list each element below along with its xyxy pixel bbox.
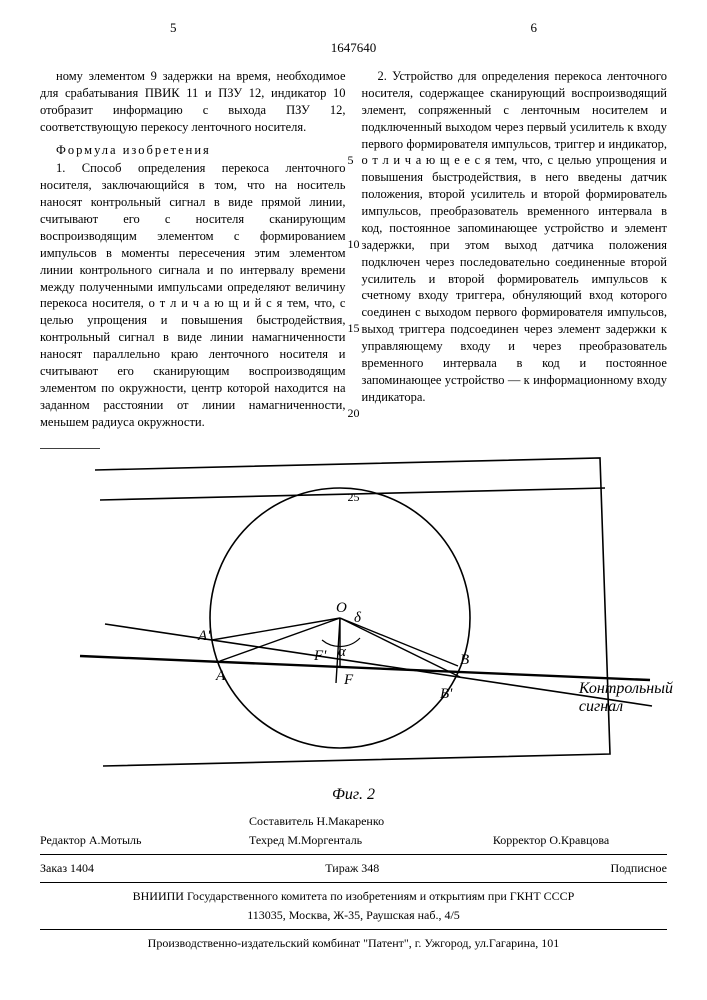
left-p1: ному элементом 9 задержки на время, необ… bbox=[40, 68, 346, 136]
org-name: ВНИИПИ Государственного комитета по изоб… bbox=[40, 887, 667, 906]
figure-2: O δ α A A' B B' F F' Контрольныйсигнал bbox=[40, 448, 667, 808]
label-Fprime: F' bbox=[313, 648, 327, 664]
line-number-gutter: 5 10 15 20 25 bbox=[348, 68, 360, 505]
tape-outline bbox=[95, 458, 610, 766]
techred: Техред М.Моргенталь bbox=[249, 833, 493, 848]
formula-title: Формула изобретения bbox=[40, 142, 346, 159]
label-B: B bbox=[460, 652, 469, 668]
label-delta: δ bbox=[354, 610, 362, 626]
left-p2: 1. Способ определения перекоса ленточног… bbox=[40, 160, 346, 430]
left-column: ному элементом 9 задержки на время, необ… bbox=[40, 68, 346, 430]
label-F: F bbox=[343, 672, 354, 688]
editor: Редактор А.Мотыль bbox=[40, 833, 249, 848]
tape-top-inner bbox=[100, 488, 605, 500]
right-p1: 2. Устройство для определения перекоса л… bbox=[362, 68, 668, 406]
page-num-right: 6 bbox=[531, 20, 538, 36]
radii-lines bbox=[212, 618, 460, 683]
subscription: Подписное bbox=[610, 861, 667, 876]
line-ref: 15 bbox=[348, 320, 360, 336]
compiler: Составитель Н.Макаренко bbox=[249, 814, 493, 829]
divider-1 bbox=[40, 854, 667, 855]
label-alpha: α bbox=[338, 644, 347, 660]
text-columns: ному элементом 9 задержки на время, необ… bbox=[40, 68, 667, 430]
page-num-left: 5 bbox=[170, 20, 177, 36]
divider-3 bbox=[40, 929, 667, 930]
patent-number: 1647640 bbox=[40, 40, 667, 56]
divider-2 bbox=[40, 882, 667, 883]
label-O: O bbox=[336, 600, 347, 616]
control-signal-label: Контрольныйсигнал bbox=[579, 680, 673, 715]
line-ref: 20 bbox=[348, 405, 360, 421]
line-ref: 5 bbox=[348, 152, 360, 168]
producer: Производственно-издательский комбинат "П… bbox=[40, 934, 667, 953]
tirage: Тираж 348 bbox=[325, 861, 379, 876]
label-A: A bbox=[215, 668, 226, 684]
label-Bprime: B' bbox=[440, 686, 453, 702]
corrector: Корректор О.Кравцова bbox=[493, 833, 667, 848]
line-ref: 10 bbox=[348, 236, 360, 252]
main-chord bbox=[80, 656, 650, 680]
header-page-numbers: 5 6 bbox=[40, 20, 667, 36]
right-column: 2. Устройство для определения перекоса л… bbox=[362, 68, 668, 430]
org-addr: 113035, Москва, Ж-35, Раушская наб., 4/5 bbox=[40, 906, 667, 925]
label-Aprime: A' bbox=[197, 628, 211, 644]
credits-block: Составитель Н.Макаренко Редактор А.Мотыл… bbox=[40, 812, 667, 953]
figure-svg: O δ α A A' B B' F F' bbox=[40, 448, 667, 788]
order-num: Заказ 1404 bbox=[40, 861, 94, 876]
